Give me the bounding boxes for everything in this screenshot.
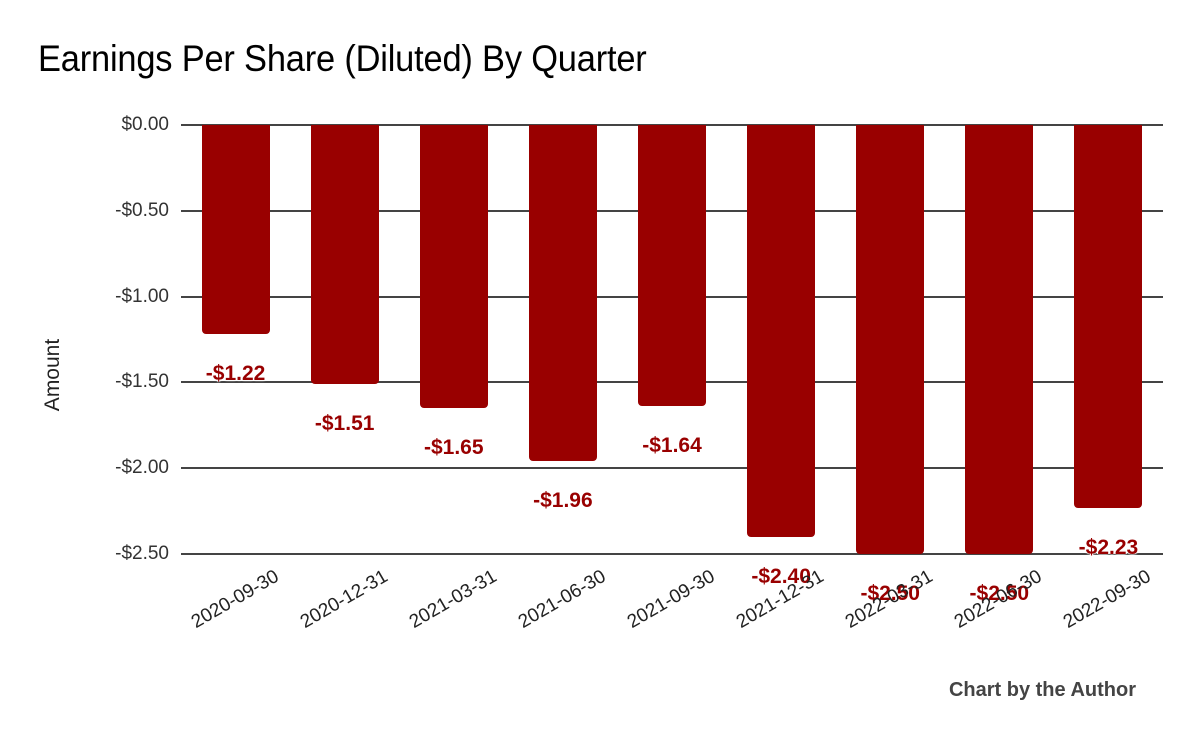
bar-value-label: -$1.22 [205, 362, 266, 386]
x-tick-label: 2022-09-30 [1060, 566, 1155, 633]
x-tick-label: 2021-06-30 [514, 566, 610, 633]
y-tick-label: $0.00 [121, 114, 169, 135]
bar-value-label: -$2.50 [969, 582, 1030, 605]
y-axis-label: Amount [41, 338, 64, 412]
bar [747, 125, 816, 537]
bar-value-label: -$2.40 [751, 564, 811, 588]
bar-value-label: -$1.96 [533, 489, 593, 513]
bar-value-label: -$2.23 [1078, 535, 1139, 559]
y-tick-label: -$2.50 [115, 543, 169, 564]
x-tick-label: 2020-09-30 [187, 566, 283, 633]
bar [1074, 125, 1143, 508]
bar [419, 125, 488, 409]
gridline [181, 553, 1163, 555]
bar [856, 125, 925, 554]
chart-title: Earnings Per Share (Diluted) By Quarter [38, 38, 647, 79]
gridline [181, 467, 1163, 469]
bar [310, 125, 379, 385]
x-tick-label: 2022-03-31 [842, 566, 937, 633]
bar-value-label: -$1.51 [314, 412, 375, 436]
bar-value-label: -$2.50 [860, 582, 920, 605]
x-tick-label: 2021-03-31 [405, 566, 501, 633]
y-tick-label: -$1.00 [115, 286, 169, 307]
chart-credit: Chart by the Author [948, 679, 1136, 701]
x-tick-label: 2020-12-31 [296, 566, 392, 633]
x-tick-label: 2021-09-30 [623, 566, 719, 633]
y-tick-label: -$0.50 [115, 200, 169, 221]
bar-value-label: -$1.64 [642, 434, 702, 458]
bar-value-label: -$1.65 [423, 436, 484, 460]
bar [528, 125, 597, 462]
x-tick-label: 2022-06-30 [951, 566, 1046, 633]
bar [201, 125, 270, 335]
y-tick-label: -$1.50 [115, 371, 169, 392]
y-tick-label: -$2.00 [115, 457, 169, 478]
bar [638, 125, 706, 407]
bar [965, 125, 1034, 554]
